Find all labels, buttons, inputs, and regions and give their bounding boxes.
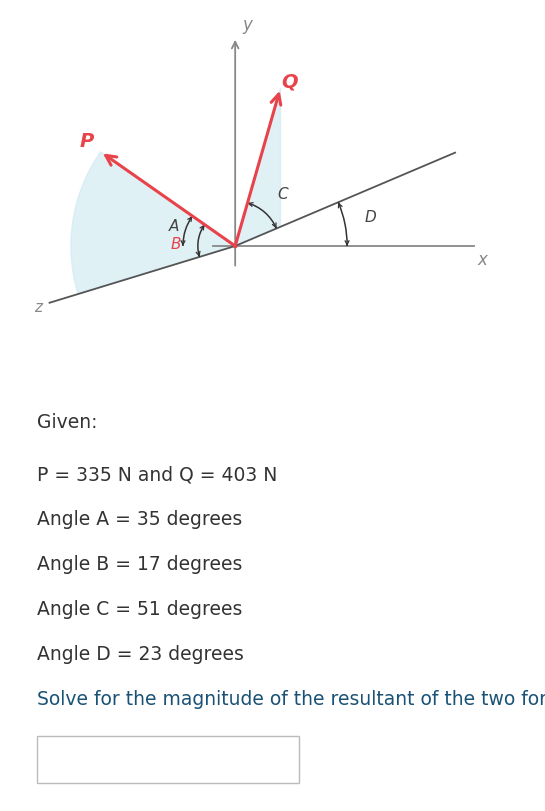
Polygon shape bbox=[235, 89, 281, 247]
Text: D: D bbox=[365, 209, 377, 225]
Text: y: y bbox=[243, 16, 252, 34]
Text: Q: Q bbox=[281, 72, 298, 91]
Text: z: z bbox=[34, 299, 43, 314]
Text: Angle A = 35 degrees: Angle A = 35 degrees bbox=[37, 510, 243, 529]
Text: Solve for the magnitude of the resultant of the two forces.: Solve for the magnitude of the resultant… bbox=[37, 689, 545, 708]
Text: Angle D = 23 degrees: Angle D = 23 degrees bbox=[37, 644, 244, 663]
Text: P = 335 N and Q = 403 N: P = 335 N and Q = 403 N bbox=[37, 465, 277, 484]
Text: C: C bbox=[277, 187, 288, 202]
Text: Angle B = 17 degrees: Angle B = 17 degrees bbox=[37, 555, 243, 573]
Text: A: A bbox=[169, 218, 179, 234]
Text: B: B bbox=[171, 237, 181, 251]
Text: Given:: Given: bbox=[37, 412, 98, 431]
Polygon shape bbox=[71, 152, 235, 294]
Text: x: x bbox=[478, 251, 488, 268]
Text: Angle C = 51 degrees: Angle C = 51 degrees bbox=[37, 599, 243, 618]
Text: P: P bbox=[80, 132, 94, 151]
FancyBboxPatch shape bbox=[37, 736, 299, 783]
